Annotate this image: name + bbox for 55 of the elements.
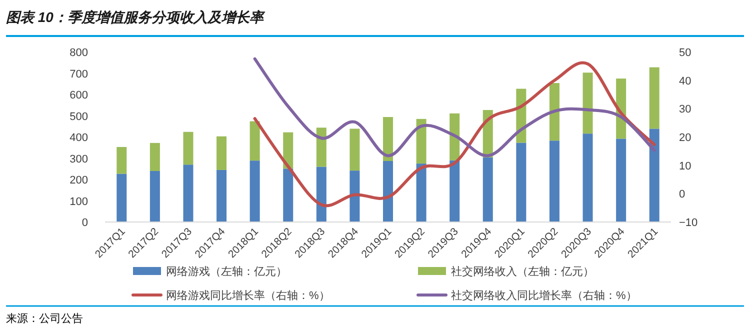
bar xyxy=(582,72,593,134)
legend-label: 社交网络收入（左轴：亿元） xyxy=(451,265,594,278)
y2-tick-label: 50 xyxy=(679,47,692,59)
bar xyxy=(150,171,160,222)
bar xyxy=(649,128,660,222)
bar xyxy=(549,83,560,141)
y2-tick-label: −10 xyxy=(679,217,698,229)
y2-tick-label: 30 xyxy=(679,104,692,116)
legend-label: 社交网络收入同比增长率（右轴：%） xyxy=(451,289,637,302)
bar xyxy=(116,146,127,174)
bar xyxy=(183,132,194,165)
bar xyxy=(316,128,326,167)
bar xyxy=(549,140,560,222)
bar xyxy=(450,160,460,222)
y-tick-label: 700 xyxy=(70,68,88,80)
y-tick-label: 800 xyxy=(70,47,88,59)
bar xyxy=(649,67,660,129)
bar xyxy=(150,142,160,171)
bar xyxy=(482,157,493,222)
bar xyxy=(283,168,294,222)
y-tick-label: 400 xyxy=(70,132,88,144)
y-tick-label: 100 xyxy=(70,196,88,208)
bar xyxy=(250,121,260,161)
bar xyxy=(450,113,460,160)
bar xyxy=(582,134,593,222)
y2-tick-label: 40 xyxy=(679,75,692,88)
bar xyxy=(350,170,360,222)
y-tick-label: 600 xyxy=(70,90,88,102)
bar xyxy=(416,118,426,164)
bar xyxy=(116,174,127,222)
y-tick-label: 300 xyxy=(70,153,88,166)
y2-tick-label: 20 xyxy=(679,132,692,144)
legend-label: 网络游戏（左轴：亿元） xyxy=(166,265,287,278)
chart-title: 图表 10：季度增值服务分项收入及增长率 xyxy=(6,9,266,25)
bar xyxy=(216,136,227,170)
y2-tick-label: 0 xyxy=(679,188,686,201)
legend-label: 网络游戏同比增长率（右轴：%） xyxy=(166,289,330,302)
y-tick-label: 0 xyxy=(82,217,88,229)
bar xyxy=(216,170,227,222)
bar xyxy=(383,161,393,222)
source-note: 来源：公司公告 xyxy=(6,312,83,325)
line-series xyxy=(253,57,656,158)
bar xyxy=(316,166,326,222)
y-tick-label: 500 xyxy=(70,110,88,123)
bar xyxy=(616,138,626,222)
bar xyxy=(183,164,194,222)
y-tick-label: 200 xyxy=(70,174,88,186)
y2-tick-label: 10 xyxy=(679,160,692,172)
bar xyxy=(250,160,260,222)
bar xyxy=(516,142,526,222)
bar xyxy=(383,117,393,162)
bar xyxy=(283,132,294,169)
bar xyxy=(350,128,360,171)
bar xyxy=(416,164,426,222)
line-series xyxy=(253,61,656,208)
